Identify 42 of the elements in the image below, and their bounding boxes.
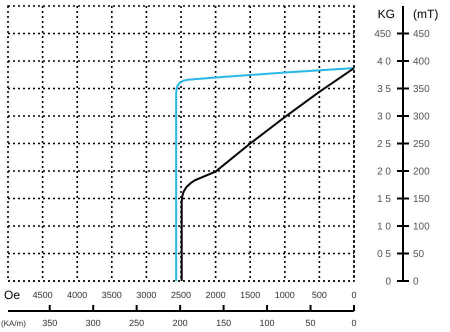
x2-tick-label: 300 (86, 318, 101, 328)
y2-tick-label: 0 (413, 276, 419, 288)
x-tick-label: 500 (312, 290, 327, 300)
y2-axis-title: (mT) (413, 7, 438, 21)
y-tick-label: 1 0 (377, 222, 392, 232)
y2-tick-label: 250 (413, 139, 430, 150)
y-tick-label: 0 (385, 276, 392, 288)
y-tick-label: 4 0 (377, 56, 392, 68)
x-tick-label: 3500 (102, 290, 122, 300)
y2-tick-label: 450 (413, 29, 430, 40)
x2-tick-label: 150 (216, 318, 232, 328)
x-tick-label: 1500 (240, 290, 260, 300)
y-tick-label: 3 0 (377, 112, 392, 122)
x2-tick-label: 200 (172, 318, 188, 328)
y2-tick-label: 50 (413, 249, 425, 260)
y2-tick-label: 150 (413, 194, 430, 205)
x2-tick-label: 50 (306, 318, 316, 328)
y-axis-title: KG (378, 7, 395, 21)
y-tick-label: 3 5 (377, 84, 392, 95)
x2-tick-label: 350 (42, 318, 58, 328)
x-axis-title: Oe (4, 288, 20, 302)
y2-tick-label: 200 (413, 166, 430, 178)
x-tick-label: 2500 (170, 290, 192, 300)
x2-tick-label: 250 (129, 318, 144, 328)
y2-tick-label: 350 (413, 84, 430, 95)
x2-tick-label: 100 (260, 318, 275, 328)
x2-tick-label: 0 (351, 318, 357, 328)
y-tick-label: 1 5 (377, 194, 392, 205)
x-tick-label: 1000 (274, 290, 295, 300)
y2-tick-label: 300 (413, 112, 430, 122)
y-tick-label: 450 (374, 29, 392, 40)
x-tick-label: 0 (351, 290, 357, 300)
x-tick-label: 3000 (136, 290, 156, 300)
y-tick-label: 0 5 (377, 249, 392, 260)
y-tick-label: 2 0 (377, 166, 392, 178)
y2-tick-label: 100 (413, 222, 430, 232)
y-tick-label: 2 5 (377, 139, 392, 150)
y2-tick-label: 400 (413, 56, 430, 68)
x2-axis-title: (KA/m) (1, 319, 26, 328)
x-tick-label: 4500 (32, 290, 53, 300)
x-tick-label: 2000 (206, 290, 226, 300)
x-tick-label: 4000 (67, 290, 88, 300)
